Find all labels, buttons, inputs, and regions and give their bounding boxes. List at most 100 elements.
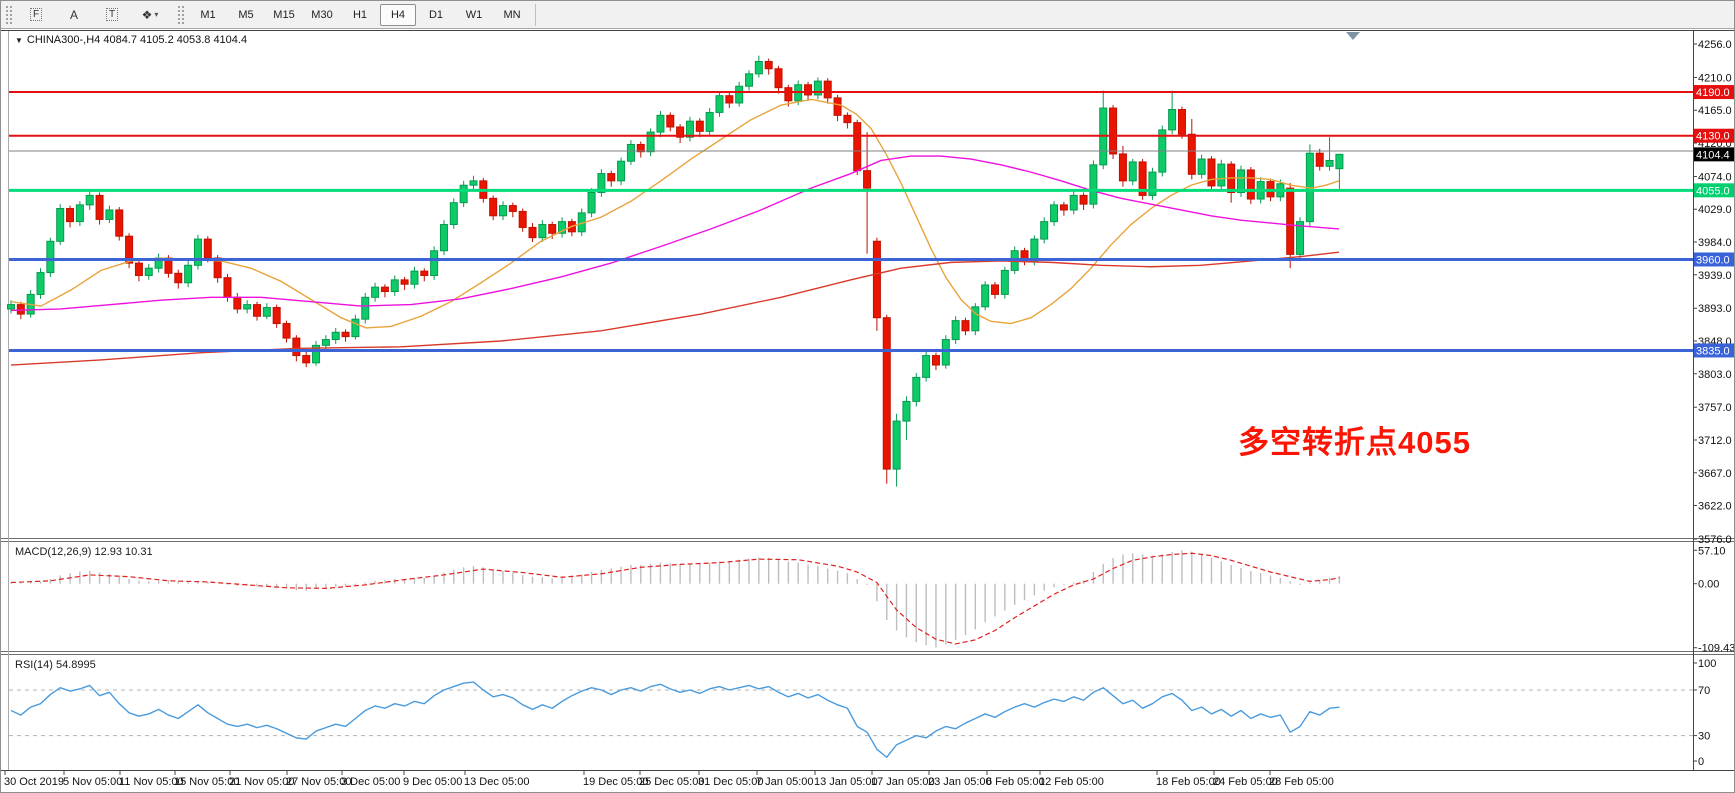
candle-body xyxy=(1325,159,1334,167)
macd-axis-label: 57.10 xyxy=(1698,545,1726,557)
timeframe-button-mn[interactable]: MN xyxy=(503,8,521,21)
price-badge xyxy=(1694,147,1734,162)
chart-grid-f-icon[interactable]: F xyxy=(18,4,54,26)
candle-body xyxy=(430,250,439,276)
candle-body xyxy=(223,277,232,298)
candle-body xyxy=(36,272,45,295)
toolbar-grip[interactable] xyxy=(5,4,14,25)
candle-body xyxy=(823,80,832,99)
rsi-axis-label: 0 xyxy=(1698,756,1704,768)
fast-ma-line xyxy=(10,98,1340,329)
price-badge-label: 4055.0 xyxy=(1696,185,1730,197)
time-axis-label: 12 Feb 05:00 xyxy=(1039,776,1104,788)
candle-body xyxy=(754,60,763,75)
candle-body xyxy=(1335,153,1344,170)
timeframe-group: M1 M5 M15 M30 H1 H4 D1 W1 MN xyxy=(189,3,531,26)
time-axis-label: 7 Jan 05:00 xyxy=(756,776,814,788)
timeframe-button-m5[interactable]: M5 xyxy=(238,8,254,21)
candle-body xyxy=(1168,109,1177,131)
candle-body xyxy=(134,262,143,276)
candle-body xyxy=(636,143,645,153)
time-axis-label: 18 Feb 05:00 xyxy=(1156,776,1221,788)
price-axis-label: 3939.0 xyxy=(1698,270,1732,282)
timeframe-toolbar-grip[interactable] xyxy=(177,4,186,25)
candle-body xyxy=(735,85,744,104)
candle-body xyxy=(1118,153,1127,182)
timeframe-button-m1[interactable]: M1 xyxy=(200,8,216,21)
price-axis-label: 3667.0 xyxy=(1698,468,1732,480)
chart-shift-marker-icon[interactable] xyxy=(1346,32,1360,40)
chart-annotation-text: 多空转折点4055 xyxy=(1238,425,1471,460)
toolbar-separator xyxy=(535,3,536,26)
drawing-tools-group: F A T ❖ ▾ xyxy=(17,4,169,26)
timeframe-button-m15[interactable]: M15 xyxy=(273,8,295,21)
macd-signal-line xyxy=(10,552,1340,645)
candle-body xyxy=(843,114,852,124)
symbol-ohlc-text: CHINA300-,H4 4084.7 4105.2 4053.8 4104.4 xyxy=(26,34,248,46)
candle-body xyxy=(813,80,822,96)
price-axis-label: 4256.0 xyxy=(1698,39,1732,51)
rsi-axis-label: 70 xyxy=(1698,685,1710,697)
candle-body xyxy=(1315,152,1324,167)
timeframe-button-h4[interactable]: H4 xyxy=(380,3,416,26)
price-badge xyxy=(1694,252,1734,267)
price-axis-label: 3622.0 xyxy=(1698,501,1732,513)
price-axis-label: 4029.0 xyxy=(1698,204,1732,216)
candle-body xyxy=(1050,204,1059,223)
candle-body xyxy=(607,173,616,182)
rsi-line xyxy=(10,681,1340,758)
timeframe-button-w1[interactable]: W1 xyxy=(465,8,483,21)
slow-ma-line xyxy=(10,251,1340,366)
candle-body xyxy=(833,97,842,116)
price-badge xyxy=(1694,343,1734,358)
candle-body xyxy=(528,226,537,239)
candle-body xyxy=(66,208,75,223)
candle-body xyxy=(105,209,114,220)
dropdown-caret-icon[interactable]: ▾ xyxy=(154,10,159,19)
price-badge-label: 4130.0 xyxy=(1696,131,1730,143)
candle-body xyxy=(1128,161,1137,182)
candle-body xyxy=(764,60,773,70)
candle-body xyxy=(705,111,714,132)
candle-body xyxy=(262,307,271,317)
time-axis-label: 3 Dec 05:00 xyxy=(341,776,400,788)
time-axis-label: 23 Jan 05:00 xyxy=(928,776,992,788)
timeframe-button-m30[interactable]: M30 xyxy=(311,8,333,21)
candle-body xyxy=(292,337,301,357)
candle-body xyxy=(804,84,813,96)
text-label-icon[interactable]: T xyxy=(94,4,130,26)
shapes-icon[interactable]: ❖ ▾ xyxy=(132,4,168,26)
rsi-indicator-label: RSI(14) 54.8995 xyxy=(15,659,96,671)
chart-background[interactable] xyxy=(1,29,1735,793)
candle-body xyxy=(341,331,350,338)
timeframe-button-d1[interactable]: D1 xyxy=(428,8,444,21)
price-badge xyxy=(1694,183,1734,198)
price-axis-label: 3803.0 xyxy=(1698,369,1732,381)
candle-body xyxy=(95,194,104,220)
symbol-dropdown-icon[interactable]: ▼ xyxy=(15,36,23,45)
price-badge-label: 4190.0 xyxy=(1696,87,1730,99)
candle-body xyxy=(282,323,291,339)
candle-body xyxy=(1079,194,1088,205)
price-axis-label: 4210.0 xyxy=(1698,72,1732,84)
symbol-ohlc-label: ▼ CHINA300-,H4 4084.7 4105.2 4053.8 4104.… xyxy=(15,34,247,46)
candle-body xyxy=(233,296,242,310)
time-axis-label: 15 Nov 05:00 xyxy=(174,776,239,788)
candle-body xyxy=(1000,269,1009,295)
candle-body xyxy=(725,95,734,104)
candle-body xyxy=(1187,133,1196,175)
candle-body xyxy=(1030,238,1039,262)
price-axis-label: 3712.0 xyxy=(1698,435,1732,447)
candle-body xyxy=(1296,221,1305,255)
time-axis-label: 31 Dec 05:00 xyxy=(698,776,763,788)
candle-body xyxy=(16,304,25,315)
price-badge xyxy=(1694,85,1734,100)
candle-body xyxy=(538,224,547,239)
candle-body xyxy=(193,238,202,266)
text-a-icon[interactable]: A xyxy=(56,4,92,26)
candle-body xyxy=(1207,158,1216,187)
timeframe-button-h1[interactable]: H1 xyxy=(352,8,368,21)
candle-body xyxy=(971,306,980,332)
